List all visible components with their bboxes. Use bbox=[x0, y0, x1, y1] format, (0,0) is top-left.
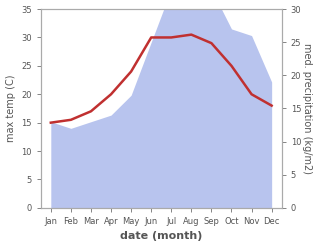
Y-axis label: med. precipitation (kg/m2): med. precipitation (kg/m2) bbox=[302, 43, 313, 174]
Y-axis label: max temp (C): max temp (C) bbox=[5, 75, 16, 142]
X-axis label: date (month): date (month) bbox=[120, 231, 203, 242]
